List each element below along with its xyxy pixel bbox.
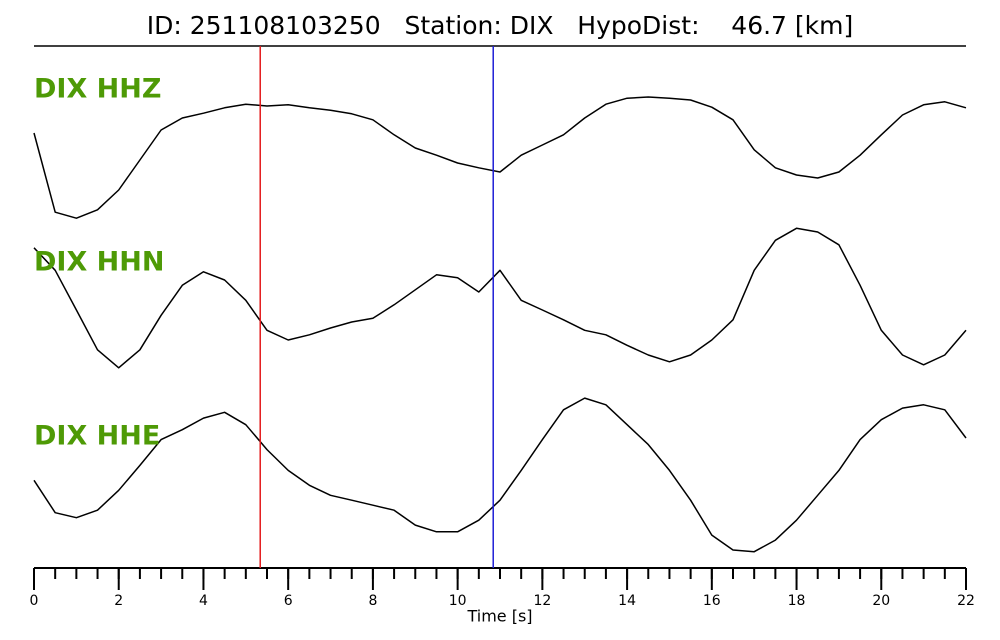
x-tick-label: 14 [618,593,636,609]
x-tick-label: 6 [284,593,293,609]
x-tick-label: 22 [957,593,975,609]
waveform [33,227,967,369]
x-axis-label: Time [s] [466,607,532,626]
trace-label: DIX HHN [34,247,164,278]
trace-label: DIX HHZ [34,74,161,105]
trace-label: DIX HHE [34,421,160,452]
waveform [33,397,967,553]
x-tick-label: 16 [703,593,721,609]
x-tick-label: 20 [872,593,890,609]
x-tick-label: 12 [533,593,551,609]
chart-title: ID: 251108103250 Station: DIX HypoDist: … [147,11,853,40]
x-tick-label: 0 [30,593,39,609]
x-tick-label: 2 [114,593,123,609]
x-tick-label: 4 [199,593,208,609]
waveform [33,96,967,219]
x-tick-label: 18 [788,593,806,609]
x-tick-label: 10 [449,593,467,609]
x-tick-label: 8 [368,593,377,609]
